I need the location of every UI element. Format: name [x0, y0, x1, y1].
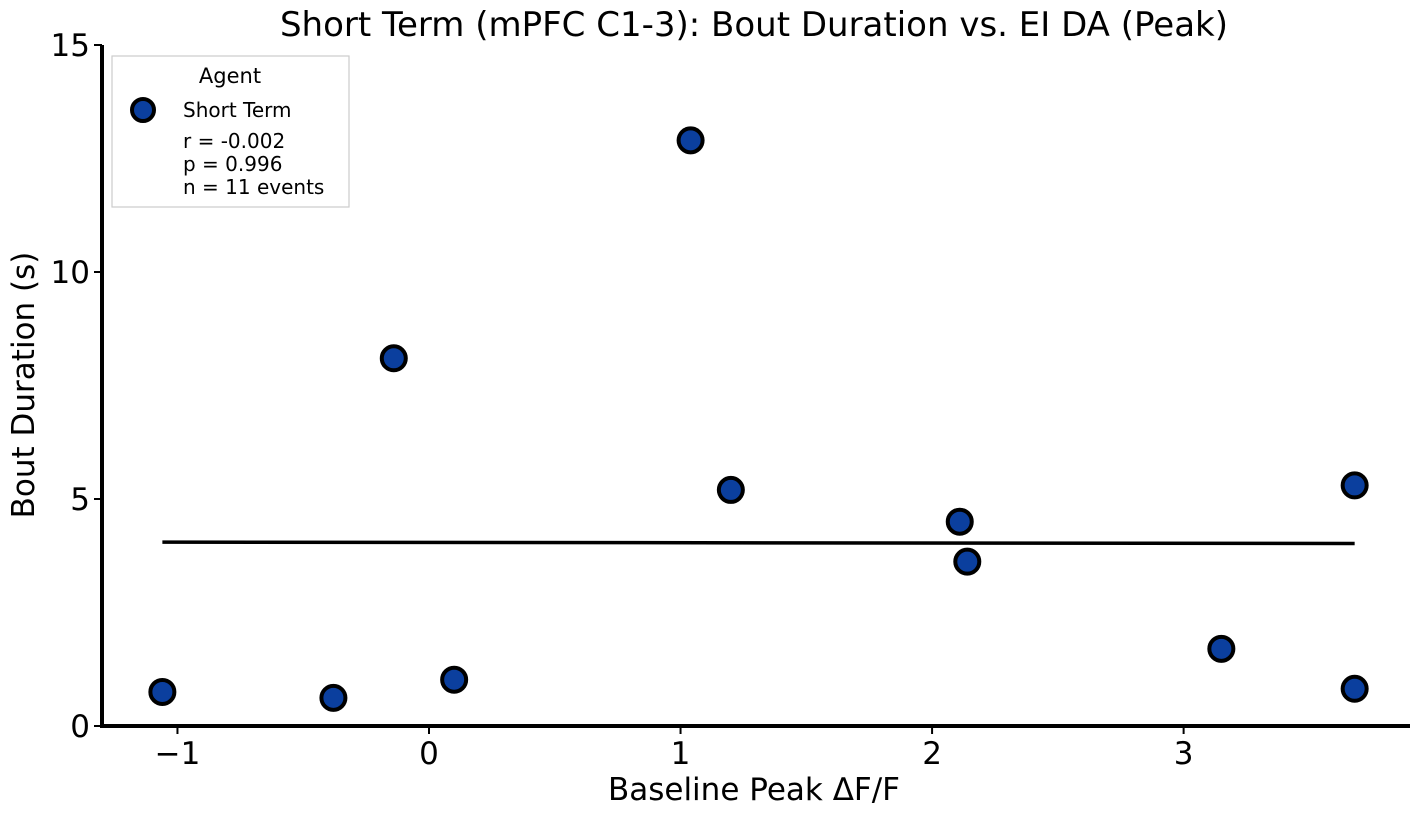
- legend-stat-n: n = 11 events: [183, 175, 324, 199]
- y-tick-label: 5: [70, 482, 90, 518]
- data-point: [148, 677, 177, 706]
- legend: Agent Short Term r = -0.002 p = 0.996 n …: [111, 55, 350, 208]
- data-point: [945, 507, 974, 536]
- data-point: [440, 665, 469, 694]
- x-tick-label: 1: [671, 736, 691, 772]
- legend-stat-p: p = 0.996: [183, 152, 282, 176]
- data-point: [676, 126, 705, 155]
- x-axis-label: Baseline Peak ΔF/F: [608, 772, 900, 808]
- x-tick-label: 0: [419, 736, 439, 772]
- y-ticks: 0 5 10 15: [51, 28, 102, 745]
- x-tick-label: 2: [922, 736, 942, 772]
- data-point: [1207, 634, 1236, 663]
- y-tick-label: 0: [70, 709, 90, 745]
- legend-entry-short-term: Short Term: [183, 98, 292, 122]
- x-ticks: −1 0 1 2 3: [155, 726, 1194, 772]
- data-point: [319, 683, 348, 712]
- data-point: [953, 547, 982, 576]
- y-tick-label: 10: [51, 255, 90, 291]
- y-axis-label: Bout Duration (s): [6, 252, 42, 519]
- x-tick-label: 3: [1174, 736, 1194, 772]
- plot-area: [148, 126, 1369, 712]
- x-tick-label: −1: [155, 736, 201, 772]
- chart-title: Short Term (mPFC C1-3): Bout Duration vs…: [280, 5, 1228, 45]
- legend-title: Agent: [199, 64, 261, 88]
- regression-line: [162, 540, 1355, 546]
- legend-stat-r: r = -0.002: [183, 129, 285, 153]
- data-point: [716, 475, 745, 504]
- data-point: [379, 344, 408, 373]
- y-tick-label: 15: [51, 28, 90, 64]
- legend-marker: [130, 97, 156, 123]
- data-point: [1340, 471, 1369, 500]
- legend-box: [111, 55, 350, 208]
- data-point: [1340, 674, 1369, 703]
